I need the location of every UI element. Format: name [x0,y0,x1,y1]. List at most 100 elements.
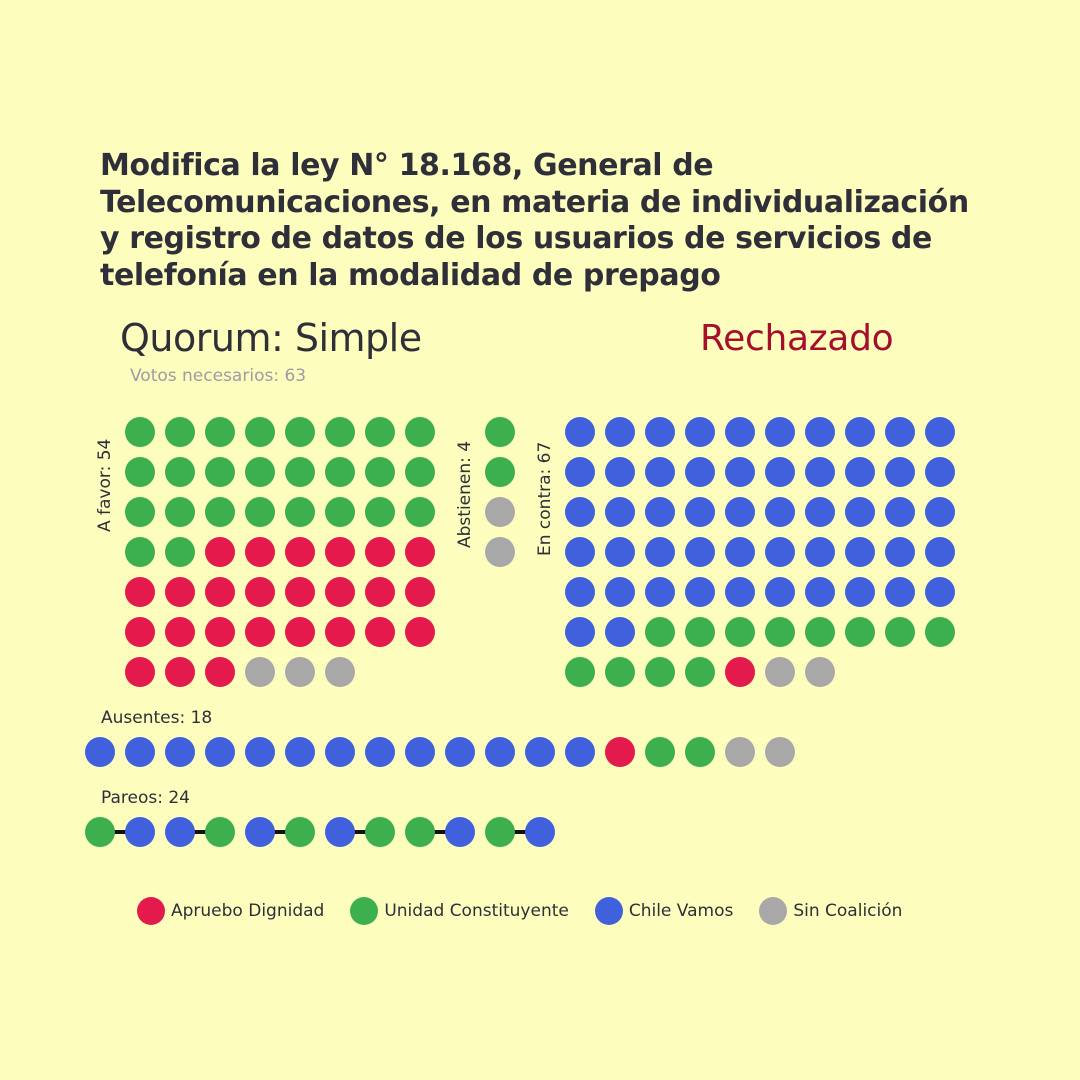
vote-dot-chile-vamos [125,817,155,847]
legend-item-unidad-constituyente: Unidad Constituyente [350,897,569,925]
vote-dot-chile-vamos [405,737,435,767]
vote-dot-chile-vamos [525,737,555,767]
vote-dot-unidad-constituyente [645,657,675,687]
vote-dot-chile-vamos [125,737,155,767]
vote-dot-unidad-constituyente [325,417,355,447]
vote-dot-apruebo-dignidad [165,617,195,647]
legend-item-chile-vamos: Chile Vamos [594,897,733,925]
vote-dot-chile-vamos [205,737,235,767]
vote-dot-apruebo-dignidad [365,537,395,567]
vote-dot-unidad-constituyente [405,417,435,447]
vote-dot-chile-vamos [365,737,395,767]
legend-swatch [594,897,623,925]
vote-dot-apruebo-dignidad [165,577,195,607]
vote-dot-unidad-constituyente [365,417,395,447]
vote-dot-chile-vamos [445,737,475,767]
quorum-label: Quorum: Simple [120,316,422,360]
vote-dot-apruebo-dignidad [725,657,755,687]
legend-swatch [137,897,165,925]
vote-dot-apruebo-dignidad [325,577,355,607]
vote-dot-chile-vamos [885,577,915,607]
vote-dot-chile-vamos [765,457,795,487]
vote-dot-sin-coalicion [725,737,755,767]
vote-dot-chile-vamos [725,577,755,607]
vote-dot-chile-vamos [165,737,195,767]
legend-item-apruebo-dignidad: Apruebo Dignidad [137,897,324,925]
vote-dot-chile-vamos [725,497,755,527]
vote-dot-apruebo-dignidad [245,617,275,647]
contra-dots [565,417,955,687]
vote-dot-chile-vamos [725,457,755,487]
vote-dot-apruebo-dignidad [405,577,435,607]
bill-title: Modifica la ley N° 18.168, General de Te… [100,148,969,293]
legend-label: Sin Coalición [793,901,903,921]
legend-swatch [759,897,788,925]
vote-dot-unidad-constituyente [125,457,155,487]
vote-dot-unidad-constituyente [245,497,275,527]
vote-dot-unidad-constituyente [685,657,715,687]
legend: Apruebo Dignidad Unidad Constituyente Ch… [137,897,928,925]
vote-dot-apruebo-dignidad [245,537,275,567]
vote-dot-chile-vamos [685,497,715,527]
vote-dot-chile-vamos [605,417,635,447]
vote-dot-unidad-constituyente [645,737,675,767]
vote-dot-sin-coalicion [485,537,515,567]
vote-dot-sin-coalicion [485,497,515,527]
vote-dot-unidad-constituyente [725,617,755,647]
vote-dot-unidad-constituyente [165,497,195,527]
vote-dot-apruebo-dignidad [125,577,155,607]
vote-dot-unidad-constituyente [485,817,515,847]
vote-dot-apruebo-dignidad [325,617,355,647]
vote-dot-unidad-constituyente [125,497,155,527]
vote-dot-chile-vamos [485,737,515,767]
vote-dot-chile-vamos [725,537,755,567]
vote-dot-unidad-constituyente [405,457,435,487]
vote-dot-chile-vamos [805,577,835,607]
vote-dot-chile-vamos [805,417,835,447]
vote-dot-unidad-constituyente [485,457,515,487]
pareos-label: Pareos: 24 [101,788,191,808]
vote-dot-unidad-constituyente [285,817,315,847]
vote-dot-chile-vamos [645,457,675,487]
vote-dot-sin-coalicion [765,657,795,687]
vote-dot-unidad-constituyente [285,457,315,487]
vote-dot-chile-vamos [885,457,915,487]
vote-dot-chile-vamos [605,497,635,527]
vote-dot-unidad-constituyente [165,457,195,487]
vote-dot-chile-vamos [445,817,475,847]
vote-dot-unidad-constituyente [365,497,395,527]
vote-dot-unidad-constituyente [365,817,395,847]
vote-dot-chile-vamos [845,537,875,567]
vote-dot-chile-vamos [765,577,795,607]
vote-dot-unidad-constituyente [405,497,435,527]
vote-dot-chile-vamos [245,737,275,767]
ausentes-dots [85,737,795,767]
vote-dot-unidad-constituyente [125,537,155,567]
vote-dot-unidad-constituyente [165,537,195,567]
vote-dot-sin-coalicion [285,657,315,687]
vote-dot-chile-vamos [805,537,835,567]
vote-dot-apruebo-dignidad [125,657,155,687]
vote-dot-unidad-constituyente [885,617,915,647]
vote-dot-unidad-constituyente [245,417,275,447]
vote-dot-chile-vamos [645,417,675,447]
vote-dot-chile-vamos [565,537,595,567]
vote-dot-unidad-constituyente [165,417,195,447]
vote-dot-chile-vamos [685,537,715,567]
pareos-dots [85,817,555,847]
vote-dot-chile-vamos [285,737,315,767]
vote-dot-chile-vamos [765,497,795,527]
vote-dot-apruebo-dignidad [205,657,235,687]
vote-dot-chile-vamos [605,537,635,567]
vote-dot-chile-vamos [325,737,355,767]
vote-dot-apruebo-dignidad [285,577,315,607]
result-label: Rechazado [700,318,894,359]
vote-dot-apruebo-dignidad [405,537,435,567]
vote-dot-apruebo-dignidad [285,537,315,567]
vote-dot-unidad-constituyente [85,817,115,847]
vote-dot-chile-vamos [605,457,635,487]
vote-dot-apruebo-dignidad [325,537,355,567]
vote-dot-unidad-constituyente [245,457,275,487]
vote-dot-chile-vamos [645,537,675,567]
